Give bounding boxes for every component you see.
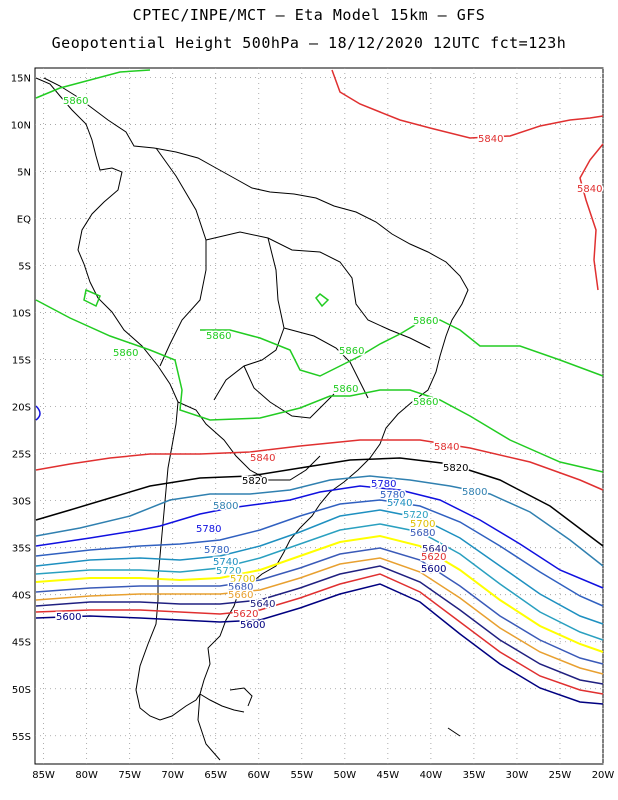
longitude-tick-label: 50W — [334, 770, 357, 781]
contour-label: 5700 — [230, 574, 255, 585]
longitude-tick-label: 65W — [204, 770, 227, 781]
contour-label: 5680 — [228, 582, 253, 593]
contour-label: 5620 — [233, 609, 258, 620]
contour-label: 5860 — [413, 316, 438, 327]
contour-label: 5740 — [213, 557, 238, 568]
contour-label: 5780 — [204, 545, 229, 556]
longitude-tick-label: 70W — [161, 770, 184, 781]
grid-lines — [35, 68, 604, 764]
latitude-tick-label: 30S — [12, 497, 31, 508]
contour-label: 5620 — [421, 552, 446, 563]
contour-label: 5820 — [242, 476, 267, 487]
contour-label: 5860 — [413, 397, 438, 408]
latitude-tick-label: 50S — [12, 685, 31, 696]
contour-label: 5600 — [421, 564, 446, 575]
title-line-2: Geopotential Height 500hPa – 18/12/2020 … — [51, 34, 567, 52]
longitude-tick-label: 35W — [463, 770, 486, 781]
contour-label: 5780 — [380, 490, 405, 501]
contour-label: 5720 — [403, 510, 428, 521]
longitude-tick-label: 25W — [549, 770, 572, 781]
contour-label: 5820 — [443, 463, 468, 474]
contour-label: 5640 — [422, 544, 447, 555]
longitude-tick-label: 80W — [75, 770, 98, 781]
contour-label: 5840 — [434, 442, 459, 453]
latitude-tick-label: 15N — [11, 73, 31, 84]
longitude-tick-label: 55W — [290, 770, 313, 781]
contour-label: 5740 — [387, 498, 412, 509]
contour-label: 5600 — [56, 612, 81, 623]
contour-label: 5600 — [240, 620, 265, 631]
contour-lines — [35, 69, 604, 705]
map-frame — [34, 67, 604, 765]
latitude-tick-label: 35S — [12, 544, 31, 555]
contour-label: 5840 — [577, 184, 602, 195]
latitude-tick-label: 5N — [17, 167, 31, 178]
axis-ticks: 15N 10N 5N EQ 5S 10S 15S 20S 25S 30S 35S 40S 45S 50S 5… — [11, 73, 615, 781]
contour-labels: 5860 5860 5860 5860 5860 5860 5860 5840 … — [55, 95, 604, 633]
longitude-tick-label: 45W — [377, 770, 400, 781]
contour-label: 5780 — [371, 479, 396, 490]
longitude-tick-label: 30W — [506, 770, 529, 781]
contour-label: 5860 — [333, 384, 358, 395]
contour-label: 5660 — [228, 590, 253, 601]
contour-label: 5840 — [250, 453, 275, 464]
title-line-1: CPTEC/INPE/MCT – Eta Model 15km – GFS — [132, 6, 486, 24]
latitude-tick-label: 40S — [12, 591, 31, 602]
contour-label: 5700 — [410, 519, 435, 530]
longitude-tick-label: 60W — [247, 770, 270, 781]
latitude-tick-label: 15S — [12, 356, 31, 367]
latitude-tick-label: EQ — [17, 214, 31, 225]
contour-label: 5800 — [462, 487, 487, 498]
latitude-tick-label: 10S — [12, 309, 31, 320]
latitude-tick-label: 5S — [18, 262, 31, 273]
contour-label: 5780 — [196, 524, 221, 535]
latitude-tick-label: 45S — [12, 638, 31, 649]
latitude-tick-label: 55S — [12, 732, 31, 743]
latitude-tick-label: 20S — [12, 403, 31, 414]
contour-label: 5720 — [216, 566, 241, 577]
contour-label: 5860 — [113, 348, 138, 359]
contour-label: 5860 — [206, 331, 231, 342]
longitude-tick-label: 75W — [118, 770, 141, 781]
contour-label: 5840 — [478, 134, 503, 145]
contour-label: 5860 — [63, 96, 88, 107]
longitude-tick-label: 85W — [32, 770, 55, 781]
contour-label: 5680 — [410, 528, 435, 539]
longitude-tick-label: 20W — [592, 770, 615, 781]
contour-label: 5800 — [213, 501, 238, 512]
contour-label: 5640 — [250, 599, 275, 610]
longitude-tick-label: 40W — [420, 770, 443, 781]
latitude-tick-label: 25S — [12, 450, 31, 461]
contour-label: 5860 — [339, 346, 364, 357]
latitude-tick-label: 10N — [11, 120, 31, 131]
